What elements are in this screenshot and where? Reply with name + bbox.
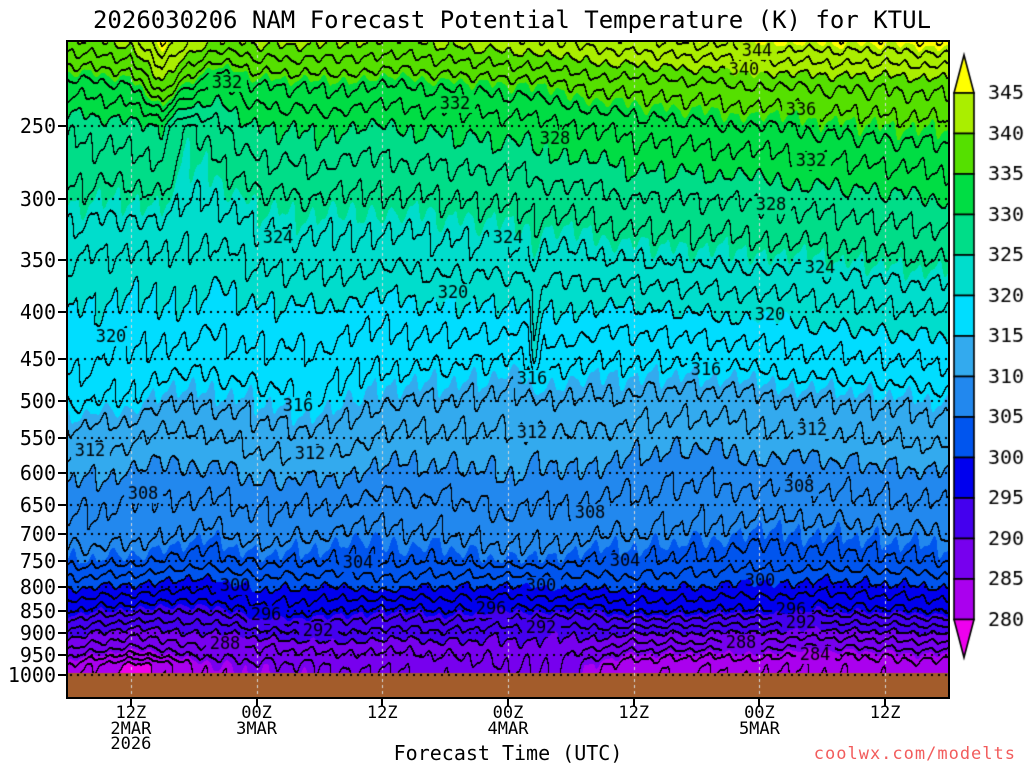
pressure-tick-label: 800: [19, 574, 56, 599]
pressure-tick-mark: [58, 653, 66, 656]
time-tick-label: 12Z: [869, 703, 901, 723]
pressure-tick-label: 750: [19, 549, 56, 574]
pressure-tick-mark: [58, 609, 66, 612]
pressure-tick-mark: [58, 258, 66, 261]
time-tick-mark: [884, 699, 887, 706]
pressure-tick-label: 850: [19, 598, 56, 623]
time-tick-label: 5MAR: [738, 718, 780, 739]
time-tick-label: 12Z: [115, 703, 147, 723]
colorbar-legend: [946, 48, 1024, 673]
pressure-tick-label: 950: [19, 642, 56, 667]
time-tick-label: 12Z: [618, 703, 650, 723]
pressure-tick-mark: [58, 358, 66, 361]
pressure-tick-mark: [58, 632, 66, 635]
time-tick-mark: [758, 699, 761, 706]
pressure-tick-label: 450: [19, 347, 56, 372]
pressure-tick-mark: [58, 585, 66, 588]
time-tick-label: 2MAR: [110, 718, 152, 739]
time-tick-mark: [381, 699, 384, 706]
pressure-tick-label: 600: [19, 460, 56, 485]
pressure-tick-label: 250: [19, 114, 56, 139]
page-title: 2026030206 NAM Forecast Potential Temper…: [92, 6, 932, 34]
pressure-tick-label: 1000: [7, 663, 56, 688]
pressure-tick-mark: [58, 503, 66, 506]
pressure-tick-mark: [58, 532, 66, 535]
time-tick-label: 4MAR: [487, 718, 529, 739]
time-tick-label: 12Z: [366, 703, 398, 723]
time-tick-label: 2026: [110, 734, 152, 754]
pressure-tick-label: 550: [19, 426, 56, 451]
pressure-tick-mark: [58, 437, 66, 440]
pressure-tick-mark: [58, 399, 66, 402]
pressure-tick-mark: [58, 471, 66, 474]
time-tick-mark: [255, 699, 258, 706]
pressure-tick-mark: [58, 197, 66, 200]
pressure-tick-label: 700: [19, 521, 56, 546]
pressure-tick-mark: [58, 560, 66, 563]
x-axis-title: Forecast Time (UTC): [393, 741, 623, 765]
pressure-tick-mark: [58, 311, 66, 314]
pressure-tick-mark: [58, 125, 66, 128]
time-tick-label: 00Z: [241, 703, 272, 723]
time-tick-label: 3MAR: [236, 718, 278, 739]
pressure-tick-label: 900: [19, 621, 56, 646]
time-tick-label: 00Z: [492, 703, 524, 723]
pressure-tick-label: 500: [19, 388, 56, 413]
pressure-tick-mark: [58, 674, 66, 677]
watermark-text: coolwx.com/modelts: [813, 744, 1016, 764]
pressure-tick-label: 400: [19, 300, 56, 325]
theta-cross-section-plot: [68, 42, 948, 697]
time-tick-mark: [507, 699, 509, 706]
pressure-tick-label: 300: [19, 186, 56, 211]
pressure-tick-label: 650: [19, 492, 56, 517]
time-tick-label: 00Z: [744, 703, 775, 723]
pressure-tick-label: 350: [19, 247, 56, 272]
time-tick-mark: [632, 699, 635, 706]
time-tick-mark: [129, 699, 132, 706]
